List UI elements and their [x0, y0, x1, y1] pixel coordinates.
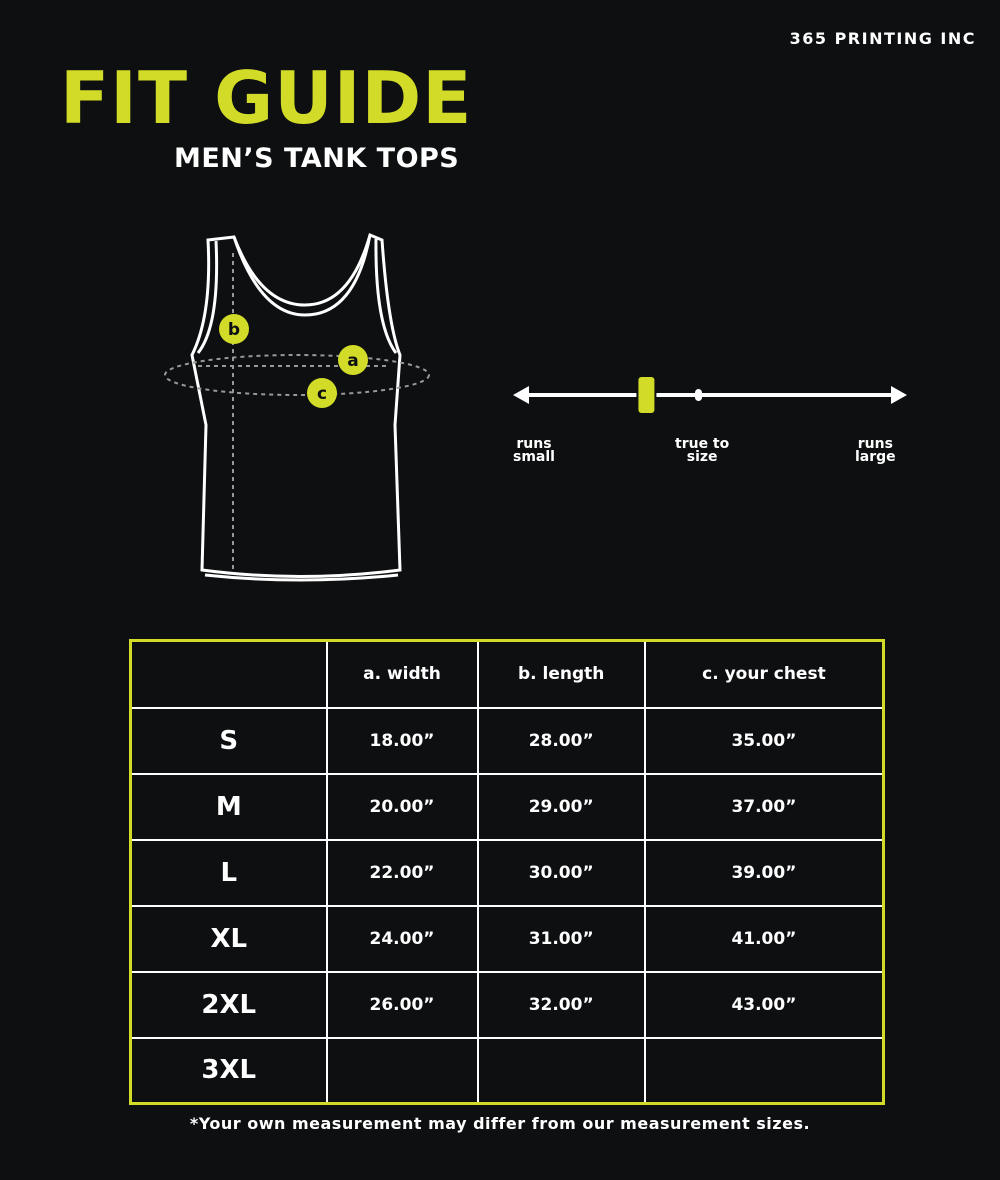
measurement-cell: 31.00” [476, 904, 646, 973]
tank-top-diagram: b a c [164, 232, 430, 582]
svg-text:b: b [228, 320, 240, 340]
column-header: a. width [325, 639, 479, 709]
size-cell: 3XL [129, 1036, 328, 1105]
size-cell: 2XL [129, 970, 328, 1039]
table-row: S 18.00” 28.00” 35.00” [129, 706, 885, 775]
runs-small-label: runs small [513, 436, 555, 465]
brand-name: 365 PRINTING INC [789, 29, 976, 48]
measurement-cell: 26.00” [325, 970, 479, 1039]
table-row: L 22.00” 30.00” 39.00” [129, 838, 885, 907]
column-header [129, 639, 328, 709]
measurement-cell: 20.00” [325, 772, 479, 841]
measurement-cell: 37.00” [643, 772, 885, 841]
size-cell: M [129, 772, 328, 841]
measurement-cell: 30.00” [476, 838, 646, 907]
measurement-cell: 35.00” [643, 706, 885, 775]
measurement-cell: 41.00” [643, 904, 885, 973]
fit-scale: runs small true to size runs large [505, 370, 915, 480]
arrow-left-icon [513, 386, 529, 404]
measurement-cell [476, 1036, 646, 1105]
measurement-cell: 24.00” [325, 904, 479, 973]
measurement-cell: 39.00” [643, 838, 885, 907]
measurement-cell [325, 1036, 479, 1105]
true-to-size-label: true to size [675, 436, 730, 465]
measurement-cell: 18.00” [325, 706, 479, 775]
table-row: 3XL [129, 1036, 885, 1105]
page-title: FIT GUIDE [60, 56, 473, 140]
marker-b: b [219, 314, 249, 344]
svg-text:a: a [347, 351, 358, 371]
size-table: a. width b. length c. your chest S 18.00” 28.… [129, 639, 885, 1105]
svg-text:c: c [317, 384, 327, 404]
marker-a: a [338, 345, 368, 375]
measurement-cell: 29.00” [476, 772, 646, 841]
size-cell: S [129, 706, 328, 775]
disclaimer-note: *Your own measurement may differ from ou… [189, 1114, 811, 1133]
size-cell: XL [129, 904, 328, 973]
fit-indicator [636, 375, 657, 415]
measurement-cell [643, 1036, 885, 1105]
table-row: M 20.00” 29.00” 37.00” [129, 772, 885, 841]
measurement-cell: 22.00” [325, 838, 479, 907]
arrow-right-icon [891, 386, 907, 404]
page-subtitle: MEN’S TANK TOPS [174, 143, 460, 174]
column-header: c. your chest [643, 639, 885, 709]
table-header-row: a. width b. length c. your chest [129, 639, 885, 709]
column-header: b. length [476, 639, 646, 709]
table-row: XL 24.00” 31.00” 41.00” [129, 904, 885, 973]
measurement-cell: 43.00” [643, 970, 885, 1039]
runs-large-label: runs large [855, 436, 896, 465]
measurement-cell: 28.00” [476, 706, 646, 775]
marker-c: c [307, 378, 337, 408]
true-to-size-tick [695, 389, 702, 401]
size-cell: L [129, 838, 328, 907]
table-row: 2XL 26.00” 32.00” 43.00” [129, 970, 885, 1039]
measurement-cell: 32.00” [476, 970, 646, 1039]
